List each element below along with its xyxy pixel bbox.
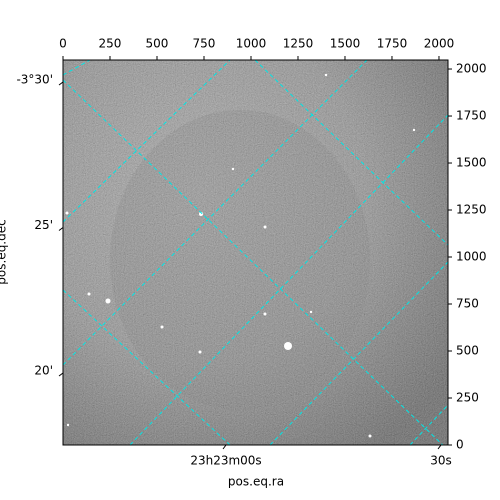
- y-tick-label: 750: [456, 297, 479, 311]
- x-tick-label: 0: [59, 37, 67, 51]
- y-tick-label: 1750: [456, 109, 487, 123]
- x-tick-label: 250: [99, 37, 122, 51]
- y-axis-label: pos.eq.dec: [0, 219, 9, 284]
- wcs-grid: [63, 60, 448, 445]
- x-tick-label: 2000: [424, 37, 455, 51]
- image: [63, 60, 448, 445]
- ra-tick: [222, 444, 227, 450]
- dec-tick: [58, 372, 64, 377]
- ra-tick: [437, 444, 442, 450]
- y-tick-label: 500: [456, 344, 479, 358]
- y-tick-label: 0: [456, 438, 464, 452]
- dec-tick-label: -3°30': [16, 73, 53, 87]
- frame: [62, 59, 449, 446]
- x-tick-label: 1000: [236, 37, 267, 51]
- x-tick-label: 1500: [330, 37, 361, 51]
- dec-tick: [58, 227, 64, 231]
- x-tick-label: 1250: [283, 37, 314, 51]
- ra-tick-label: 30s: [430, 454, 452, 468]
- y-tick-label: 250: [456, 391, 479, 405]
- ra-tick-label: 23h23m00s: [190, 454, 261, 468]
- dec-tick-label: 20': [34, 364, 53, 378]
- dec-tick: [58, 81, 64, 86]
- x-tick-label: 750: [193, 37, 216, 51]
- y-tick-label: 1000: [456, 250, 487, 264]
- y-tick-label: 2000: [456, 62, 487, 76]
- y-tick-label: 1250: [456, 203, 487, 217]
- y-tick-label: 1500: [456, 156, 487, 170]
- x-tick-label: 500: [146, 37, 169, 51]
- x-axis-label: pos.eq.ra: [228, 475, 284, 489]
- dec-tick-label: 25': [34, 218, 53, 232]
- x-tick-label: 1750: [377, 37, 408, 51]
